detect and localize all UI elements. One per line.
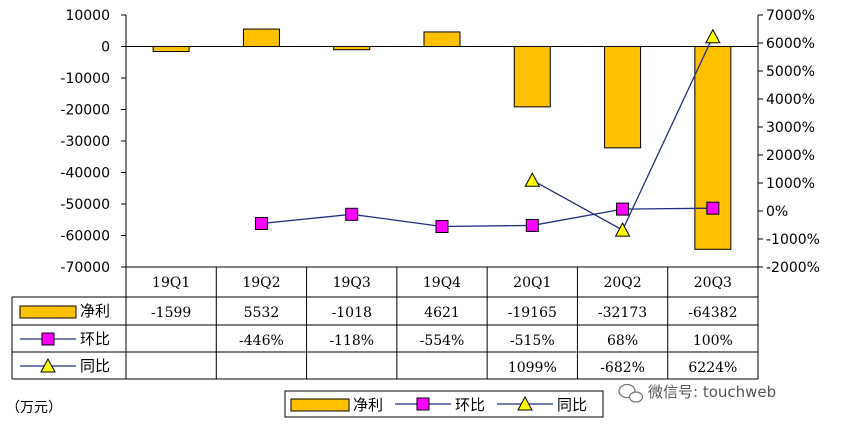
row-key-bar — [19, 305, 77, 319]
axes: 10000 0 -10000 -20000 -30000 -40000 -50000 -600… — [60, 8, 820, 276]
bar — [152, 46, 190, 53]
data-label: 4621 — [424, 305, 460, 321]
right-tick-label: 4000% — [766, 92, 815, 108]
category-label: 20Q2 — [603, 275, 641, 291]
category-label: 20Q3 — [694, 275, 732, 291]
legend-bar-swatch — [290, 398, 350, 412]
left-tick-label: -70000 — [60, 260, 110, 276]
data-label: -682% — [600, 360, 645, 376]
data-label: -515% — [510, 333, 555, 349]
right-tick-label: 5000% — [766, 64, 815, 80]
legend-label: 同比 — [557, 396, 587, 414]
legend-label: 环比 — [455, 396, 485, 414]
right-tick-label: 6000% — [766, 36, 815, 52]
right-tick-label: 1000% — [766, 176, 815, 192]
right-tick-label: 7000% — [766, 8, 815, 24]
watermark-text: 微信号: touchweb — [648, 383, 776, 401]
left-tick-label: 10000 — [65, 8, 110, 24]
row-key-marker — [40, 357, 56, 373]
bar — [333, 46, 371, 51]
row-key-label: 同比 — [80, 357, 110, 375]
data-label: -446% — [239, 333, 284, 349]
bar — [513, 46, 551, 108]
legend: 净利 环比 同比 — [284, 390, 604, 418]
right-tick-label: 0% — [766, 204, 788, 220]
square-marker — [254, 216, 268, 230]
wechat-icon — [618, 383, 644, 403]
data-label: -118% — [329, 333, 374, 349]
bar — [604, 46, 642, 149]
row-key-label: 净利 — [80, 302, 110, 320]
bars — [152, 28, 732, 250]
bar — [423, 31, 461, 47]
data-label: 1099% — [508, 360, 557, 376]
triangle-marker — [705, 28, 721, 44]
right-tick-label: -2000% — [766, 260, 820, 276]
category-label: 19Q1 — [152, 275, 190, 291]
data-label: -1599 — [151, 305, 191, 321]
data-label: 5532 — [244, 305, 280, 321]
left-tick-label: -20000 — [60, 103, 110, 119]
right-tick-label: 3000% — [766, 120, 815, 136]
legend-triangle-marker — [517, 395, 533, 411]
row-key-label: 环比 — [80, 330, 110, 348]
square-marker — [435, 220, 449, 234]
data-label: 100% — [693, 333, 733, 349]
square-marker — [706, 201, 720, 215]
legend-label: 净利 — [353, 396, 383, 414]
category-label: 19Q4 — [423, 275, 461, 291]
category-label: 19Q3 — [333, 275, 371, 291]
left-tick-label: 0 — [101, 40, 110, 56]
square-marker — [616, 202, 630, 216]
data-label: -19165 — [508, 305, 557, 321]
data-label: -1018 — [332, 305, 372, 321]
row-key-marker — [41, 332, 55, 346]
triangle-marker — [614, 222, 631, 237]
category-label: 20Q1 — [513, 275, 551, 291]
bar — [694, 46, 732, 250]
left-tick-label: -10000 — [60, 71, 110, 87]
data-label: 6224% — [688, 360, 737, 376]
right-tick-label: -1000% — [766, 232, 820, 248]
square-marker — [525, 218, 539, 232]
legend-square-marker — [416, 397, 430, 411]
category-label: 19Q2 — [242, 275, 280, 291]
right-tick-label: 2000% — [766, 148, 815, 164]
series-line — [261, 207, 713, 228]
unit-label: （万元） — [6, 400, 62, 416]
bar — [242, 28, 280, 47]
data-label: 68% — [607, 333, 638, 349]
square-marker — [345, 207, 359, 221]
left-tick-label: -40000 — [60, 166, 110, 182]
left-tick-label: -60000 — [60, 229, 110, 245]
data-label: -64382 — [688, 305, 737, 321]
triangle-marker — [524, 172, 541, 187]
series-lines — [254, 28, 721, 237]
data-label: -32173 — [598, 305, 647, 321]
data-label: -554% — [420, 333, 465, 349]
left-tick-label: -30000 — [60, 134, 110, 150]
left-tick-label: -50000 — [60, 197, 110, 213]
